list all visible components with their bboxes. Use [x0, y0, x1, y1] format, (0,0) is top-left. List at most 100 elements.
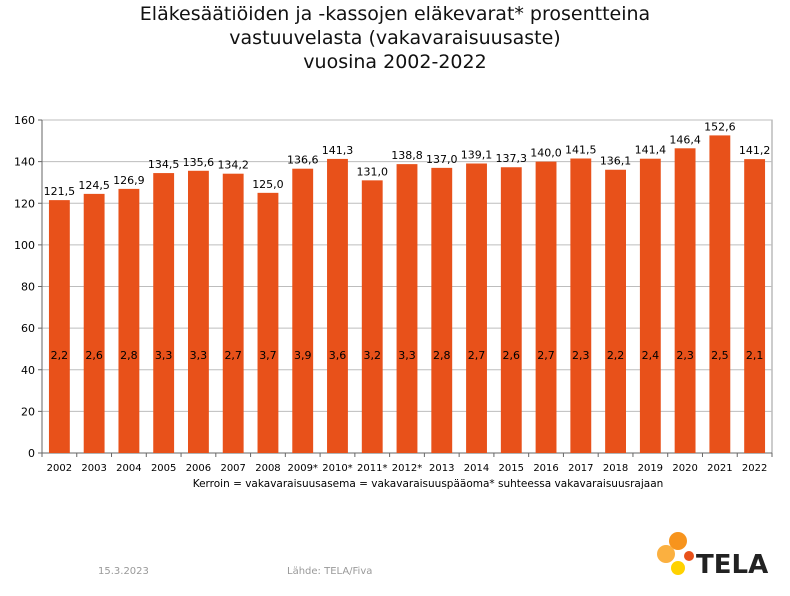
- footer-date: 15.3.2023: [98, 566, 149, 577]
- chart-title-line-2: vastuuvelasta (vakavaraisuusaste): [229, 27, 561, 49]
- x-tick-label: 2010*: [322, 463, 352, 474]
- ratio-label: 3,6: [329, 349, 347, 362]
- data-label: 136,1: [600, 155, 632, 168]
- x-tick-label: 2014: [464, 463, 489, 474]
- bar: [605, 169, 626, 453]
- x-tick-label: 2015: [499, 463, 524, 474]
- bar: [570, 158, 592, 454]
- ratio-label: 3,3: [190, 349, 208, 362]
- y-tick-label: 20: [21, 405, 35, 418]
- data-label: 125,0: [252, 178, 284, 191]
- bar: [500, 167, 522, 453]
- y-tick-label: 160: [14, 114, 35, 127]
- ratio-label: 2,7: [224, 349, 242, 362]
- y-tick-label: 80: [21, 281, 35, 294]
- x-tick-label: 2018: [603, 463, 628, 474]
- data-label: 135,6: [183, 156, 215, 169]
- ratio-label: 3,3: [155, 349, 173, 362]
- x-tick-label: 2002: [47, 463, 72, 474]
- x-tick-label: 2013: [429, 463, 454, 474]
- x-tick-label: 2009*: [287, 463, 317, 474]
- bar: [639, 158, 661, 453]
- footer-source: Lähde: TELA/Fiva: [287, 566, 373, 577]
- bar: [674, 148, 696, 453]
- x-tick-label: 2011*: [357, 463, 387, 474]
- data-label: 141,4: [635, 144, 667, 157]
- x-tick-label: 2006: [186, 463, 211, 474]
- bar: [118, 188, 140, 453]
- ratio-label: 2,7: [468, 349, 486, 362]
- bar: [431, 167, 453, 453]
- ratio-label: 3,9: [294, 349, 312, 362]
- data-label: 131,0: [356, 165, 388, 178]
- x-tick-label: 2003: [81, 463, 106, 474]
- data-label: 126,9: [113, 174, 145, 187]
- tela-logo-icon: [657, 532, 694, 575]
- logo-dot-left: [657, 545, 675, 563]
- x-tick-label: 2019: [638, 463, 663, 474]
- bar: [48, 200, 70, 453]
- bar: [188, 170, 209, 453]
- x-tick-label: 2012*: [392, 463, 422, 474]
- ratio-label: 2,6: [85, 349, 103, 362]
- data-label: 137,3: [496, 152, 528, 165]
- x-tick-label: 2022: [742, 463, 767, 474]
- bar: [327, 158, 348, 453]
- ratio-label: 3,7: [259, 349, 277, 362]
- x-tick-label: 2004: [116, 463, 141, 474]
- y-tick-label: 100: [14, 239, 35, 252]
- x-tick-label: 2007: [220, 463, 245, 474]
- y-tick-label: 60: [21, 322, 35, 335]
- bar: [535, 161, 557, 453]
- ratio-label: 2,3: [572, 349, 590, 362]
- ratio-label: 2,2: [607, 349, 625, 362]
- bar: [222, 173, 244, 454]
- ratio-label: 3,2: [363, 349, 381, 362]
- x-tick-label: 2017: [568, 463, 593, 474]
- ratio-label: 2,7: [537, 349, 555, 362]
- ratio-label: 2,8: [120, 349, 138, 362]
- x-tick-label: 2021: [707, 463, 732, 474]
- data-label: 146,4: [669, 133, 701, 146]
- chart-title: Eläkesäätiöiden ja -kassojen eläkevarat*…: [0, 2, 790, 74]
- tela-logo: TELA: [655, 528, 775, 584]
- y-tick-label: 0: [28, 447, 35, 460]
- bar: [396, 164, 418, 453]
- x-tick-label: 2005: [151, 463, 176, 474]
- bar: [257, 192, 279, 453]
- ratio-label: 2,6: [503, 349, 521, 362]
- ratio-label: 2,2: [51, 349, 69, 362]
- ratio-label: 2,3: [676, 349, 694, 362]
- chart-title-line-3: vuosina 2002-2022: [303, 51, 487, 73]
- logo-text: TELA: [696, 550, 769, 580]
- data-label: 141,3: [322, 144, 354, 157]
- bar: [361, 180, 383, 453]
- bar: [744, 159, 766, 453]
- ratio-label: 2,5: [711, 349, 729, 362]
- data-label: 137,0: [426, 153, 458, 166]
- data-label: 134,5: [148, 158, 180, 171]
- bar: [292, 168, 314, 454]
- logo-dot-top: [669, 532, 687, 550]
- ratio-label: 2,1: [746, 349, 764, 362]
- data-label: 121,5: [44, 185, 76, 198]
- ratio-label: 2,8: [433, 349, 451, 362]
- ratio-label: 2,4: [642, 349, 660, 362]
- bar: [153, 173, 175, 453]
- logo-dot-right: [684, 551, 694, 561]
- bar: [466, 163, 487, 454]
- data-label: 124,5: [78, 179, 110, 192]
- logo-dot-bottom: [671, 561, 685, 575]
- data-label: 141,5: [565, 144, 597, 157]
- data-label: 134,2: [217, 159, 249, 172]
- x-tick-label: 2008: [255, 463, 280, 474]
- x-tick-label: 2016: [533, 463, 558, 474]
- y-tick-label: 140: [14, 156, 35, 169]
- data-label: 140,0: [530, 147, 562, 160]
- y-tick-label: 120: [14, 197, 35, 210]
- data-label: 138,8: [391, 149, 423, 162]
- x-tick-label: 2020: [672, 463, 697, 474]
- y-tick-label: 40: [21, 364, 35, 377]
- bar: [83, 193, 105, 453]
